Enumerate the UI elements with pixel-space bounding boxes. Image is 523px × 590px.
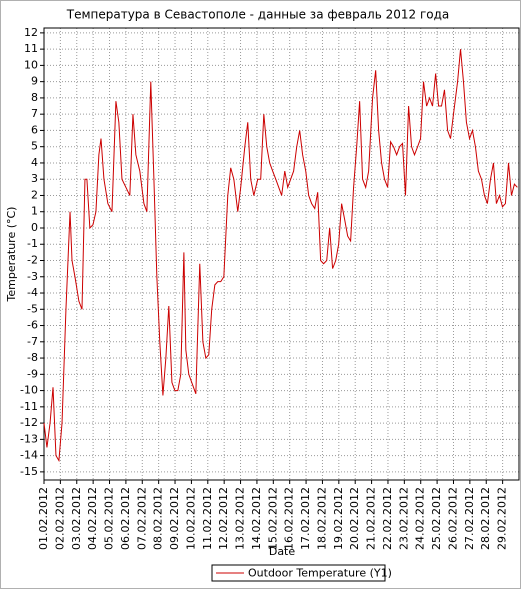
y-tick-label: 11: [24, 42, 38, 55]
y-tick-label: -12: [20, 416, 38, 429]
y-tick-label: -10: [20, 384, 38, 397]
y-tick-label: -5: [27, 302, 38, 315]
x-tick-label: 28.02.2012: [479, 487, 492, 550]
x-tick-label: 23.02.2012: [397, 487, 410, 550]
y-tick-label: -3: [27, 270, 38, 283]
line-series: [43, 49, 518, 463]
chart-title: Температура в Севастополе - данные за фе…: [66, 8, 450, 22]
y-tick-label: 8: [31, 91, 38, 104]
y-tick-label: -7: [27, 335, 38, 348]
x-tick-label: 26.02.2012: [446, 487, 459, 550]
y-tick-label: 7: [31, 107, 38, 120]
x-tick-label: 16.02.2012: [283, 487, 296, 550]
x-tick-label: 17.02.2012: [299, 487, 312, 550]
y-tick-label: 2: [31, 188, 38, 201]
x-tick-label: 21.02.2012: [365, 487, 378, 550]
x-tick-label: 06.02.2012: [119, 487, 132, 550]
y-tick-label: -8: [27, 351, 38, 364]
y-tick-label: -11: [20, 400, 38, 413]
y-tick-label: 10: [24, 58, 38, 71]
x-tick-label: 14.02.2012: [250, 487, 263, 550]
y-tick-label: 5: [31, 140, 38, 153]
x-tick-label: 24.02.2012: [414, 487, 427, 550]
x-tick-label: 12.02.2012: [217, 487, 230, 550]
y-tick-label: -1: [27, 237, 38, 250]
y-tick-label: 6: [31, 123, 38, 136]
y-tick-label: -2: [27, 254, 38, 267]
x-tick-label: 13.02.2012: [234, 487, 247, 550]
y-tick-label: 3: [31, 172, 38, 185]
x-tick-label: 18.02.2012: [315, 487, 328, 550]
plot-frame: [43, 27, 520, 481]
y-tick-label: 12: [24, 26, 38, 39]
x-tick-label: 11.02.2012: [201, 487, 214, 550]
x-tick-label: 20.02.2012: [348, 487, 361, 550]
y-tick-label: 4: [31, 156, 38, 169]
x-tick-label: 03.02.2012: [70, 487, 83, 550]
y-tick-label: -15: [20, 465, 38, 478]
x-tick-label: 08.02.2012: [152, 487, 165, 550]
x-tick-label: 25.02.2012: [430, 487, 443, 550]
x-tick-label: 01.02.2012: [37, 487, 50, 550]
y-tick-label: 0: [31, 221, 38, 234]
y-tick-label: 9: [31, 75, 38, 88]
x-tick-label: 15.02.2012: [266, 487, 279, 550]
y-axis-label: Temperature (°C): [5, 207, 18, 303]
x-tick-label: 04.02.2012: [86, 487, 99, 550]
y-tick-label: -13: [20, 432, 38, 445]
x-tick-label: 27.02.2012: [463, 487, 476, 550]
x-tick-label: 05.02.2012: [103, 487, 116, 550]
x-tick-label: 02.02.2012: [53, 487, 66, 550]
x-tick-label: 29.02.2012: [496, 487, 509, 550]
x-tick-label: 07.02.2012: [135, 487, 148, 550]
y-tick-label: -14: [20, 449, 38, 462]
x-tick-label: 22.02.2012: [381, 487, 394, 550]
legend-label: Outdoor Temperature (Y1): [248, 567, 392, 580]
x-tick-label: 10.02.2012: [184, 487, 197, 550]
y-tick-label: -4: [27, 286, 38, 299]
y-tick-label: -6: [27, 319, 38, 332]
x-tick-label: 09.02.2012: [168, 487, 181, 550]
x-axis-label: Date: [269, 545, 296, 558]
y-tick-label: 1: [31, 205, 38, 218]
legend-box: [211, 564, 386, 582]
y-tick-label: -9: [27, 367, 38, 380]
x-tick-label: 19.02.2012: [332, 487, 345, 550]
